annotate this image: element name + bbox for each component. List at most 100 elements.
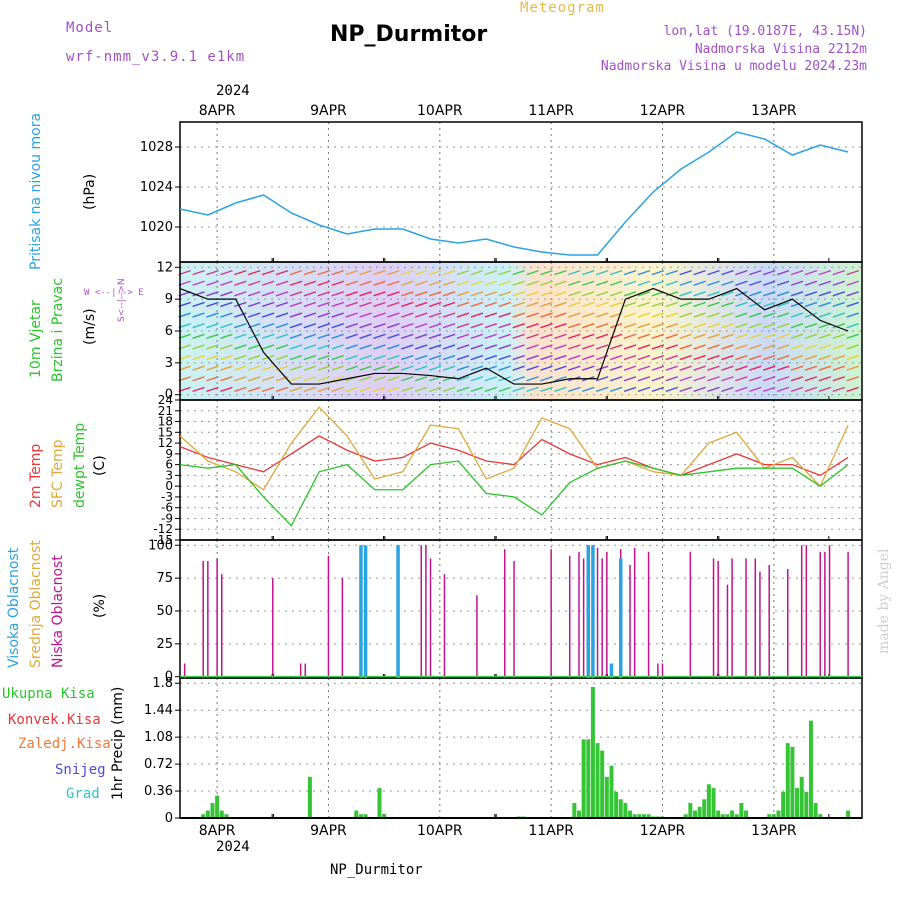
wind-arrow — [428, 291, 442, 297]
wind-arrow — [804, 376, 818, 382]
wind-arrow — [762, 376, 776, 382]
wind-arrow — [582, 269, 595, 276]
wind-arrow — [832, 301, 846, 308]
ytick-label-temp-6: 6 — [165, 458, 173, 472]
cloud-bar-0 — [221, 574, 223, 678]
wind-arrow — [595, 354, 609, 361]
wind-arrow — [470, 312, 484, 318]
wind-arrow — [317, 376, 331, 382]
wind-arrow — [762, 333, 776, 339]
wind-arrow — [317, 333, 331, 339]
wind-arrow — [526, 365, 539, 371]
wind-arrow — [637, 386, 651, 393]
wind-arrow — [331, 365, 344, 371]
wind-arrow — [623, 376, 637, 382]
wind-arrow — [275, 269, 289, 276]
wind-arrow — [234, 269, 247, 276]
wind-arrow — [582, 365, 595, 371]
cloud-bar-0 — [754, 558, 757, 678]
wind-speed-line — [179, 287, 849, 385]
precip-bar — [711, 788, 716, 818]
wind-arrow — [679, 333, 692, 339]
wind-arrow — [470, 269, 484, 276]
wind-arrow — [637, 280, 651, 286]
wind-arrow — [303, 376, 317, 382]
wind-arrow — [637, 312, 651, 318]
wind-arrow — [846, 323, 859, 329]
precip-bar — [595, 743, 600, 818]
wind-arrow — [401, 280, 414, 286]
wind-arrow — [470, 291, 484, 297]
wind-arrow — [609, 365, 623, 371]
wind-arrow — [693, 344, 706, 350]
wind-arrow — [568, 333, 581, 339]
wind-arrow — [248, 312, 261, 318]
precip-bar — [818, 814, 823, 818]
wind-arrow — [846, 291, 859, 297]
wind-arrow — [568, 386, 581, 393]
wind-arrow — [303, 344, 317, 350]
cloud-bar-0 — [513, 561, 515, 678]
wind-arrow — [595, 301, 609, 308]
year-bottom: 2024 — [216, 839, 250, 855]
wind-arrow — [401, 386, 414, 393]
wind-arrow — [818, 323, 832, 329]
wind-arrow — [359, 354, 372, 361]
wind-arrow — [428, 344, 442, 350]
wind-arrow — [234, 301, 247, 308]
cloud-bar-0 — [299, 663, 302, 678]
panel-border-temp — [179, 399, 863, 541]
wind-arrow — [512, 354, 525, 361]
wind-arrow — [261, 376, 275, 382]
wind-arrow — [609, 344, 623, 350]
wind-arrow — [248, 333, 261, 339]
wind-arrow — [401, 365, 414, 371]
wind-arrow — [526, 386, 539, 393]
wind-arrow — [749, 323, 762, 329]
wind-arrow — [359, 333, 372, 339]
wind-arrow — [470, 301, 484, 308]
wind-arrow — [582, 354, 595, 361]
wind-arrow — [804, 312, 818, 318]
wind-arrow — [401, 323, 414, 329]
cloud-bar-0 — [304, 663, 307, 678]
wind-arrow — [317, 365, 331, 371]
precip-bar — [215, 795, 220, 818]
wind-arrow — [220, 354, 233, 361]
cloud-bar-0 — [420, 545, 423, 678]
cloud-bar-0 — [578, 551, 580, 678]
precip-bar — [697, 806, 702, 818]
wind-arrow — [749, 354, 762, 361]
wind-arrow — [582, 323, 595, 329]
wind-arrow — [373, 333, 386, 339]
cloud-bar-0 — [216, 558, 218, 678]
wind-arrow — [540, 344, 553, 350]
wind-arrow — [776, 386, 790, 393]
wind-arrow — [707, 269, 720, 276]
wind-arrow — [289, 323, 303, 329]
wind-arrow — [637, 291, 651, 297]
wind-arrow — [776, 312, 790, 318]
wind-arrow — [651, 312, 665, 318]
wind-arrow — [554, 280, 567, 286]
wind-arrow — [512, 269, 525, 276]
cloud-bar-0 — [717, 561, 719, 678]
precip-bar — [734, 814, 739, 818]
wind-arrow — [317, 344, 331, 350]
wind-arrow — [498, 269, 511, 276]
year-top: 2024 — [216, 83, 250, 99]
wind-arrow — [804, 333, 818, 339]
wind-arrow — [512, 333, 525, 339]
wind-arrow — [762, 280, 776, 286]
wind-arrow — [693, 386, 706, 393]
day-label-top-0: 8APR — [199, 103, 236, 119]
wind-arrow — [665, 386, 679, 393]
wind-arrow — [428, 312, 442, 318]
wind-arrow — [192, 376, 205, 382]
ytick-label-cloud-1: 75 — [156, 571, 173, 586]
wind-arrow — [373, 386, 386, 393]
ytick-label-cloud-2: 50 — [156, 604, 173, 619]
ytick-label-temp-8: 0 — [165, 479, 173, 493]
wind-arrow — [484, 269, 498, 276]
wind-arrow — [220, 301, 233, 308]
